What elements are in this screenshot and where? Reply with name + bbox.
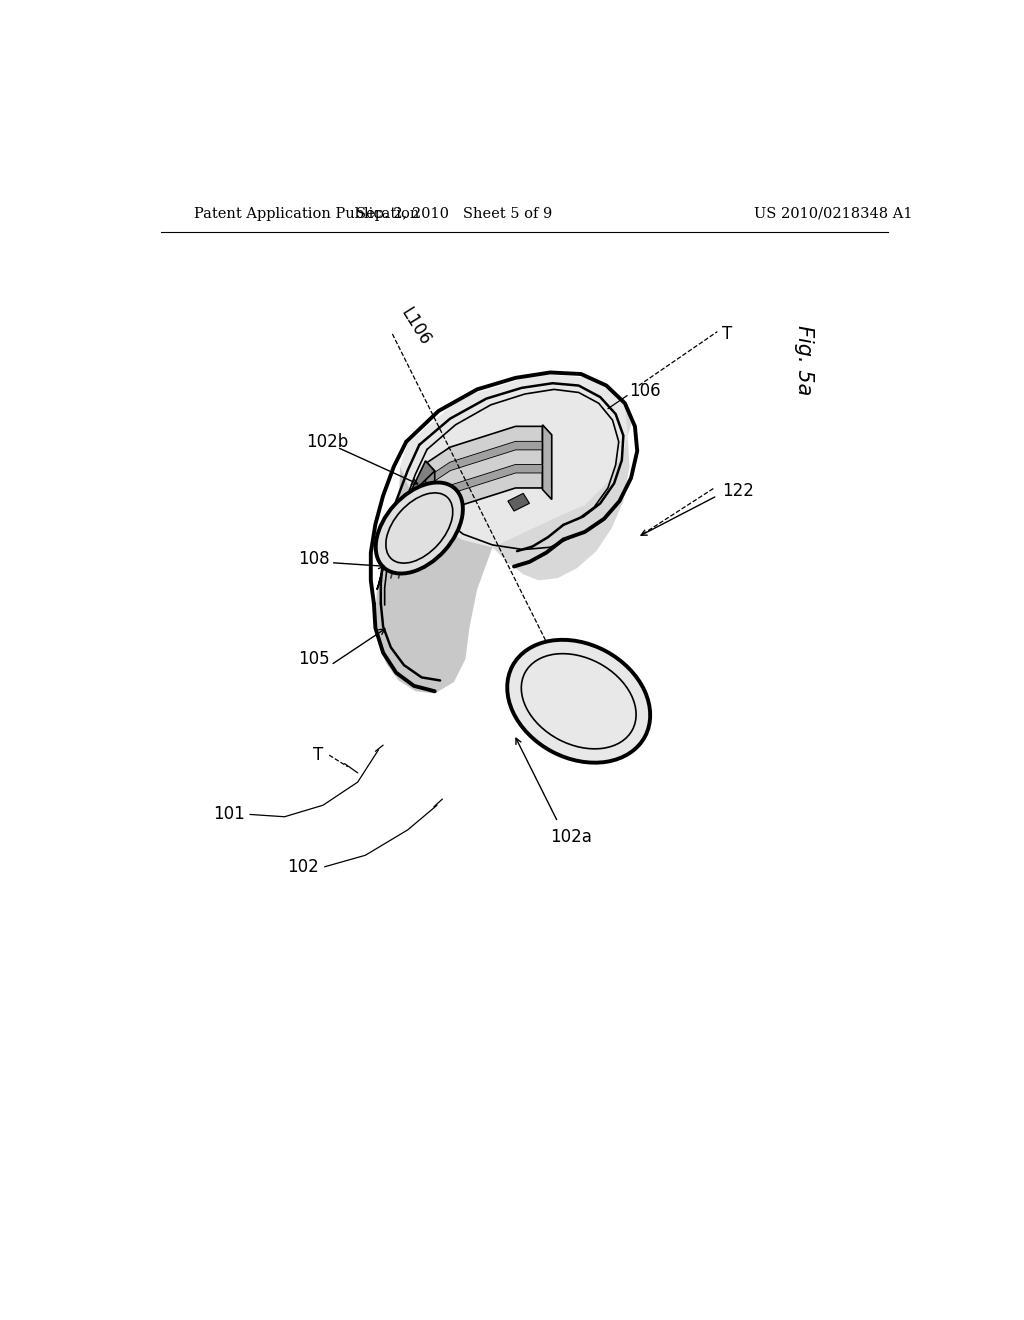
Text: Fig. 5a: Fig. 5a — [795, 325, 814, 395]
Polygon shape — [427, 465, 543, 508]
Text: Patent Application Publication: Patent Application Publication — [194, 207, 419, 220]
Text: 102b: 102b — [306, 433, 348, 450]
Text: Sep. 2, 2010   Sheet 5 of 9: Sep. 2, 2010 Sheet 5 of 9 — [355, 207, 552, 220]
Polygon shape — [425, 461, 435, 536]
Polygon shape — [427, 442, 543, 486]
Polygon shape — [376, 466, 493, 693]
Polygon shape — [427, 426, 543, 478]
Ellipse shape — [507, 640, 650, 763]
Text: 106: 106 — [630, 381, 662, 400]
Text: 122: 122 — [722, 482, 754, 500]
Polygon shape — [377, 461, 435, 590]
Text: L106: L106 — [397, 304, 434, 348]
Polygon shape — [543, 425, 552, 499]
Polygon shape — [427, 449, 543, 502]
Text: 108: 108 — [298, 550, 330, 568]
Text: T: T — [722, 325, 732, 343]
Polygon shape — [427, 473, 543, 524]
Text: T: T — [312, 746, 323, 764]
Polygon shape — [508, 494, 529, 511]
Text: 105: 105 — [298, 649, 330, 668]
Text: US 2010/0218348 A1: US 2010/0218348 A1 — [755, 207, 912, 220]
Text: 101: 101 — [213, 805, 245, 824]
Ellipse shape — [376, 483, 463, 573]
Text: 102: 102 — [288, 858, 319, 875]
Polygon shape — [493, 397, 631, 581]
Polygon shape — [400, 374, 631, 548]
Text: 102a: 102a — [550, 829, 592, 846]
